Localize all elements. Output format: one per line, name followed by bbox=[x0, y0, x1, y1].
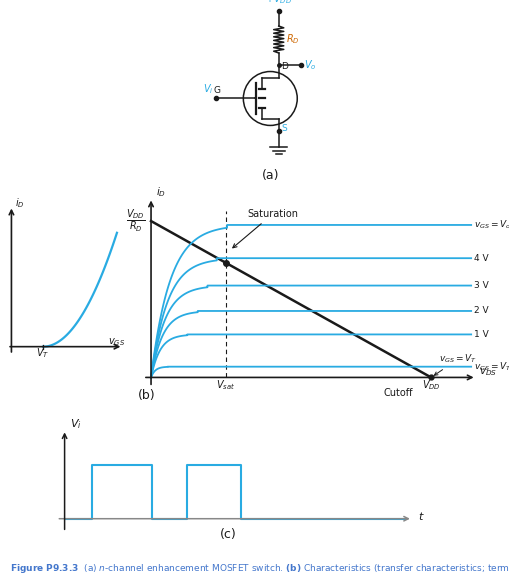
Text: $i_D$: $i_D$ bbox=[15, 196, 24, 210]
Text: $v_{GS}=V_{on}$: $v_{GS}=V_{on}$ bbox=[473, 218, 509, 231]
Text: (c): (c) bbox=[219, 528, 236, 541]
Text: 2 V: 2 V bbox=[473, 306, 488, 315]
Text: $v_{GS}=V_T$: $v_{GS}=V_T$ bbox=[434, 353, 476, 375]
Text: $v_{GS}$: $v_{GS}$ bbox=[108, 337, 125, 349]
Text: S: S bbox=[280, 124, 287, 133]
Text: 3 V: 3 V bbox=[473, 281, 488, 290]
Text: $v_{GS}=V_T$: $v_{GS}=V_T$ bbox=[473, 360, 509, 373]
Text: $i_D$: $i_D$ bbox=[156, 186, 166, 199]
Text: (a): (a) bbox=[261, 169, 278, 182]
Text: D: D bbox=[280, 62, 287, 71]
Text: $\mathbf{Figure\ P9.3.3}$  (a) $n$-channel enhancement MOSFET switch. $\mathbf{(: $\mathbf{Figure\ P9.3.3}$ (a) $n$-channe… bbox=[10, 562, 509, 575]
Text: $t$: $t$ bbox=[417, 510, 424, 522]
Text: 4 V: 4 V bbox=[473, 254, 488, 263]
Text: $V_i$: $V_i$ bbox=[203, 83, 213, 96]
Text: 1 V: 1 V bbox=[473, 330, 488, 339]
Text: $V_{DD}$: $V_{DD}$ bbox=[421, 378, 440, 392]
Text: $V_{sat}$: $V_{sat}$ bbox=[216, 378, 235, 392]
Text: G: G bbox=[213, 85, 220, 95]
Text: Saturation: Saturation bbox=[232, 209, 297, 248]
Text: (b): (b) bbox=[137, 389, 155, 402]
Text: $R_D$: $R_D$ bbox=[286, 33, 299, 46]
Text: $V_T$: $V_T$ bbox=[37, 346, 49, 360]
Text: $\dfrac{V_{DD}}{R_D}$: $\dfrac{V_{DD}}{R_D}$ bbox=[126, 208, 146, 234]
Text: Cutoff: Cutoff bbox=[382, 388, 412, 398]
Text: $v_{DS}$: $v_{DS}$ bbox=[478, 367, 496, 378]
Text: $V_o$: $V_o$ bbox=[303, 58, 316, 71]
Text: $V_i$: $V_i$ bbox=[70, 417, 81, 431]
Text: $+V_{DD}$: $+V_{DD}$ bbox=[265, 0, 292, 6]
